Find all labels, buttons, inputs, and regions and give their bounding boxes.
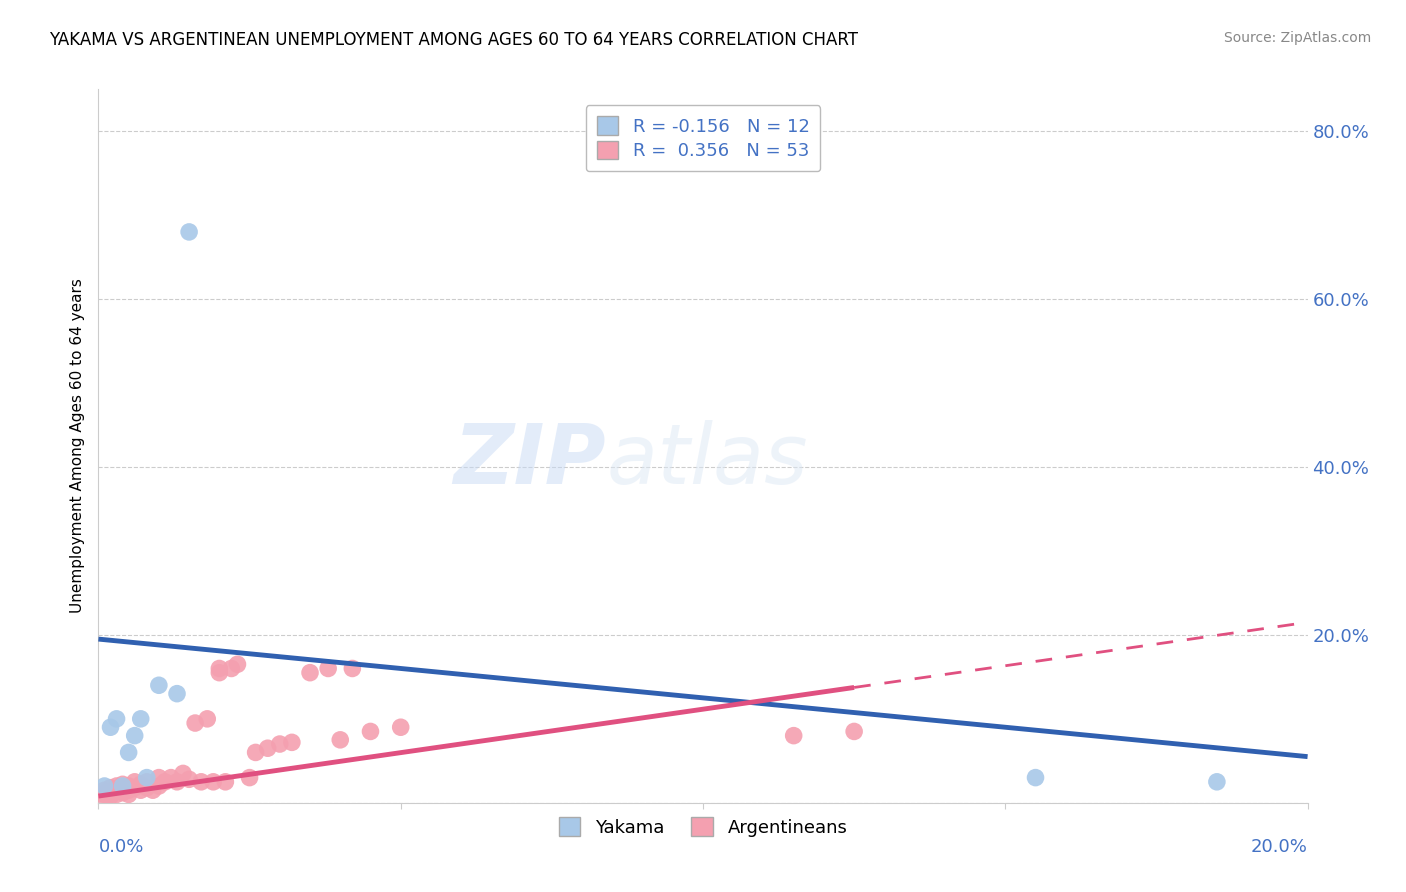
Point	[124, 774, 146, 789]
Point	[221, 661, 243, 675]
Text: Source: ZipAtlas.com: Source: ZipAtlas.com	[1223, 31, 1371, 45]
Point	[281, 735, 304, 749]
Point	[105, 779, 128, 793]
Point	[118, 746, 141, 760]
Point	[93, 786, 115, 800]
Point	[100, 780, 122, 795]
Point	[135, 780, 157, 795]
Text: ZIP: ZIP	[454, 420, 606, 500]
Point	[105, 783, 128, 797]
Point	[195, 712, 218, 726]
Text: 20.0%: 20.0%	[1251, 838, 1308, 856]
Point	[93, 783, 115, 797]
Point	[100, 786, 122, 800]
Point	[111, 779, 134, 793]
Y-axis label: Unemployment Among Ages 60 to 64 years: Unemployment Among Ages 60 to 64 years	[69, 278, 84, 614]
Text: YAKAMA VS ARGENTINEAN UNEMPLOYMENT AMONG AGES 60 TO 64 YEARS CORRELATION CHART: YAKAMA VS ARGENTINEAN UNEMPLOYMENT AMONG…	[49, 31, 858, 49]
Point	[179, 772, 201, 787]
Point	[269, 737, 291, 751]
Point	[389, 720, 412, 734]
Legend: Yakama, Argentineans: Yakama, Argentineans	[551, 810, 855, 844]
Point	[160, 771, 183, 785]
Point	[299, 665, 322, 680]
Point	[135, 771, 157, 785]
Point	[342, 661, 364, 675]
Point	[142, 783, 165, 797]
Point	[202, 774, 225, 789]
Text: 0.0%: 0.0%	[98, 838, 143, 856]
Point	[118, 788, 141, 802]
Point	[105, 788, 128, 802]
Point	[111, 780, 134, 795]
Point	[124, 729, 146, 743]
Point	[93, 788, 115, 802]
Point	[239, 771, 262, 785]
Point	[93, 789, 115, 803]
Point	[93, 779, 115, 793]
Point	[1024, 771, 1046, 785]
Point	[245, 746, 267, 760]
Point	[129, 777, 152, 791]
Point	[111, 786, 134, 800]
Point	[124, 780, 146, 795]
Point	[329, 732, 352, 747]
Point	[256, 741, 278, 756]
Point	[360, 724, 382, 739]
Point	[179, 225, 201, 239]
Text: atlas: atlas	[606, 420, 808, 500]
Point	[208, 665, 231, 680]
Point	[166, 774, 188, 789]
Point	[184, 716, 207, 731]
Point	[166, 687, 188, 701]
Point	[214, 774, 236, 789]
Point	[129, 712, 152, 726]
Point	[135, 774, 157, 789]
Point	[118, 779, 141, 793]
Point	[105, 712, 128, 726]
Point	[100, 788, 122, 802]
Point	[118, 783, 141, 797]
Point	[316, 661, 339, 675]
Point	[153, 774, 176, 789]
Point	[111, 777, 134, 791]
Point	[190, 774, 212, 789]
Point	[1206, 774, 1229, 789]
Point	[148, 771, 170, 785]
Point	[172, 766, 194, 780]
Point	[100, 789, 122, 803]
Point	[148, 678, 170, 692]
Point	[100, 720, 122, 734]
Point	[148, 779, 170, 793]
Point	[208, 661, 231, 675]
Point	[129, 783, 152, 797]
Point	[783, 729, 806, 743]
Point	[226, 657, 249, 672]
Point	[844, 724, 866, 739]
